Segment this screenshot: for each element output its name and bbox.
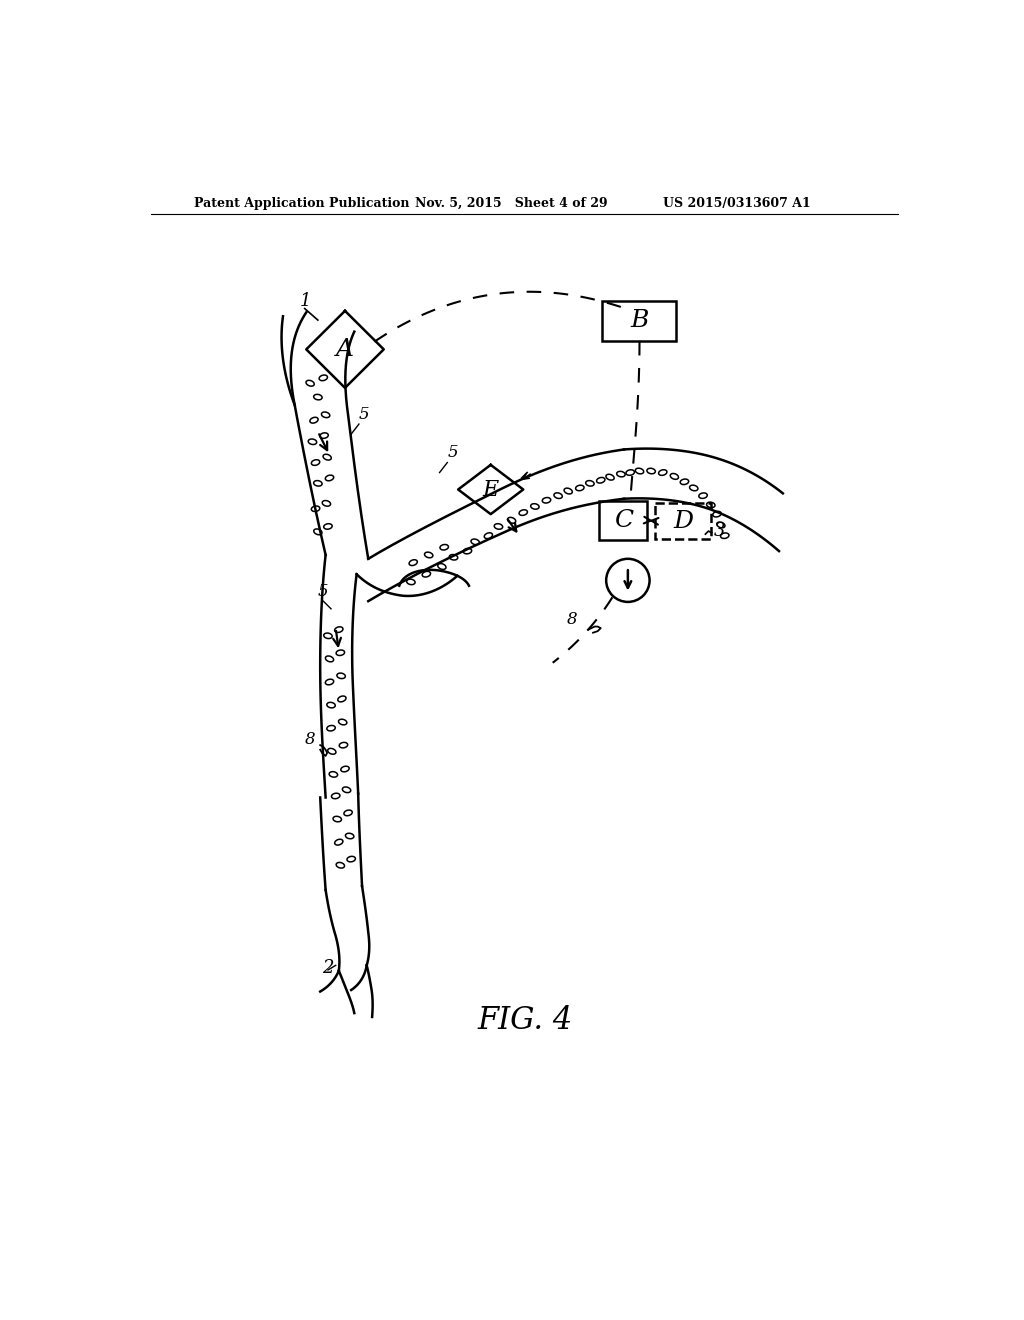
Text: 8: 8 xyxy=(305,730,315,747)
FancyBboxPatch shape xyxy=(602,301,676,341)
Text: B: B xyxy=(630,309,648,333)
Text: 5: 5 xyxy=(317,582,329,599)
FancyBboxPatch shape xyxy=(655,503,711,539)
Text: 5: 5 xyxy=(447,444,458,461)
Text: D: D xyxy=(673,510,693,532)
Text: E: E xyxy=(482,479,499,500)
Text: Nov. 5, 2015   Sheet 4 of 29: Nov. 5, 2015 Sheet 4 of 29 xyxy=(415,197,607,210)
Text: US 2015/0313607 A1: US 2015/0313607 A1 xyxy=(663,197,811,210)
Text: 3: 3 xyxy=(714,521,725,540)
FancyBboxPatch shape xyxy=(599,502,647,540)
Text: 5: 5 xyxy=(359,405,370,422)
Text: C: C xyxy=(613,508,633,532)
Text: 8: 8 xyxy=(566,611,578,628)
Text: FIG. 4: FIG. 4 xyxy=(477,1006,572,1036)
Text: 2: 2 xyxy=(322,960,333,977)
Text: 1: 1 xyxy=(300,292,311,310)
Text: A: A xyxy=(336,338,354,360)
Text: Patent Application Publication: Patent Application Publication xyxy=(194,197,410,210)
